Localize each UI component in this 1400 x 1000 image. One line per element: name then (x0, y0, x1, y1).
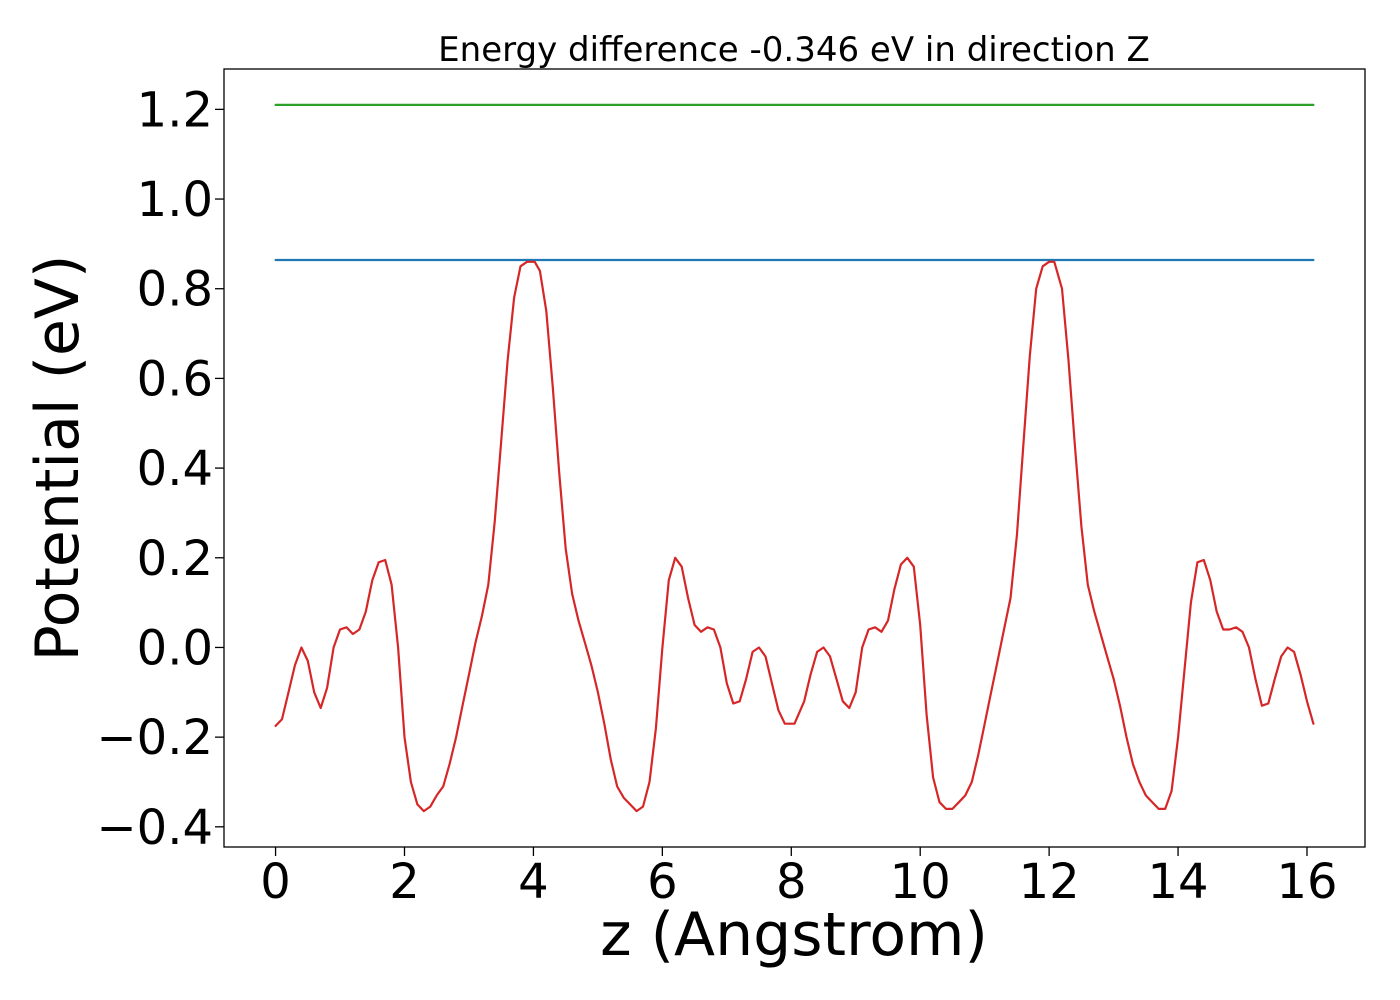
y-axis: −0.4 −0.2 0.0 0.2 0.4 0.6 0.8 1.0 1.2 (96, 82, 224, 856)
y-tick-label: 0.0 (137, 620, 213, 676)
y-tick-label: −0.2 (96, 710, 213, 766)
x-tick-label: 14 (1148, 854, 1209, 910)
series-layer (274, 103, 1315, 813)
y-tick-label: 0.4 (137, 441, 213, 497)
plot-area (223, 68, 1366, 848)
x-tick-label: 16 (1276, 854, 1337, 910)
x-tick-label: 0 (260, 854, 291, 910)
y-axis-label: Potential (eV) (23, 255, 93, 662)
y-tick-label: −0.4 (96, 800, 213, 856)
y-tick-label: 1.2 (137, 82, 213, 138)
x-tick-label: 4 (518, 854, 549, 910)
chart-title: Energy difference -0.346 eV in direction… (438, 30, 1150, 70)
x-axis: 0 2 4 6 8 10 12 14 16 (260, 847, 1338, 910)
plot-frame (223, 68, 1366, 848)
x-tick-label: 6 (647, 854, 678, 910)
x-axis-label: z (Angstrom) (600, 900, 988, 970)
y-tick-label: 0.2 (137, 531, 213, 587)
x-tick-label: 10 (890, 854, 951, 910)
x-tick-label: 12 (1019, 854, 1080, 910)
y-tick-label: 0.6 (137, 351, 213, 407)
series-line-red (274, 260, 1315, 813)
x-tick-label: 2 (389, 854, 420, 910)
x-tick-label: 8 (776, 854, 807, 910)
y-tick-label: 1.0 (137, 172, 213, 228)
y-tick-label: 0.8 (137, 262, 213, 318)
